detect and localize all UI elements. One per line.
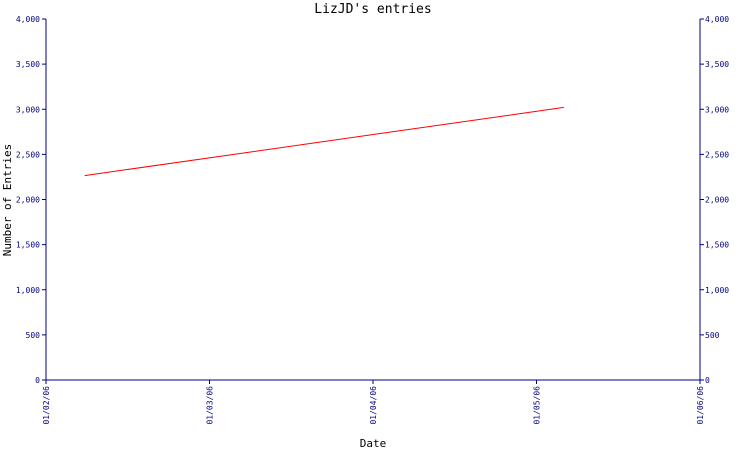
y-tick-label-left: 2,000 (16, 196, 40, 205)
y-tick-label-right: 3,500 (705, 60, 729, 69)
y-axis-label: Number of Entries (1, 144, 14, 257)
y-tick-label-left: 1,000 (16, 286, 40, 295)
plot-area: 0 0 500 500 1,000 1,000 1,500 1,500 2,000 2,000 2,… (16, 15, 729, 425)
y-tick-label-left: 0 (35, 376, 40, 385)
y-tick-label-right: 4,000 (705, 15, 729, 24)
x-tick-label: 01/05/06 (533, 386, 542, 425)
y-tick-label-right: 1,500 (705, 241, 729, 250)
x-tick-label: 01/04/06 (369, 386, 378, 425)
y-tick-label-right: 500 (705, 331, 720, 340)
y-tick-label-right: 2,500 (705, 150, 729, 159)
y-tick-label-left: 4,000 (16, 15, 40, 24)
x-tick-label: 01/06/06 (696, 386, 705, 425)
y-tick-label-left: 500 (26, 331, 41, 340)
y-tick-label-right: 2,000 (705, 196, 729, 205)
y-tick-label-right: 0 (705, 376, 710, 385)
x-tick-label: 01/02/06 (42, 386, 51, 425)
y-tick-label-left: 1,500 (16, 241, 40, 250)
y-tick-label-left: 2,500 (16, 150, 40, 159)
chart-title: LizJD's entries (314, 2, 431, 17)
x-tick-label: 01/03/06 (206, 386, 215, 425)
y-tick-label-right: 1,000 (705, 286, 729, 295)
y-tick-label-left: 3,000 (16, 105, 40, 114)
y-tick-label-left: 3,500 (16, 60, 40, 69)
x-axis-label: Date (360, 437, 387, 450)
series-line (84, 106, 564, 177)
y-tick-label-right: 3,000 (705, 105, 729, 114)
